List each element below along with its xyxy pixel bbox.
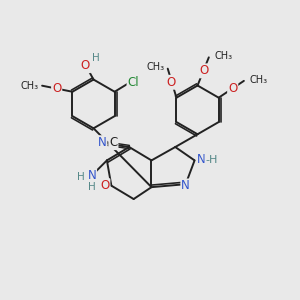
Text: O: O [81,59,90,72]
Text: O: O [167,76,176,89]
Text: O: O [228,82,237,95]
Text: CH₃: CH₃ [214,51,232,61]
Text: CH₃: CH₃ [146,62,164,73]
Text: Cl: Cl [128,76,139,88]
Text: H: H [92,53,100,63]
Text: H: H [88,182,96,191]
Text: CH₃: CH₃ [20,81,38,91]
Text: C: C [109,136,118,149]
Text: N: N [197,153,206,166]
Text: CH₃: CH₃ [249,75,267,85]
Text: O: O [200,64,209,77]
Text: -H: -H [206,154,218,164]
Text: N: N [181,179,190,193]
Text: O: O [52,82,61,95]
Text: O: O [100,179,110,192]
Text: N: N [98,136,106,149]
Text: H: H [77,172,85,182]
Text: N: N [87,169,96,182]
